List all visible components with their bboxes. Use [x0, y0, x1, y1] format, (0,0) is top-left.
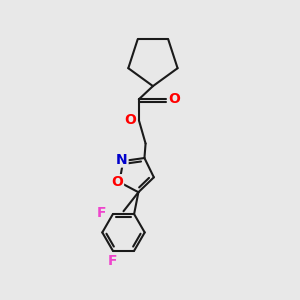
Text: O: O — [169, 92, 180, 106]
Text: F: F — [97, 206, 106, 220]
Text: O: O — [124, 113, 136, 127]
Text: F: F — [108, 254, 117, 268]
Text: O: O — [111, 175, 123, 189]
Text: N: N — [116, 152, 127, 167]
